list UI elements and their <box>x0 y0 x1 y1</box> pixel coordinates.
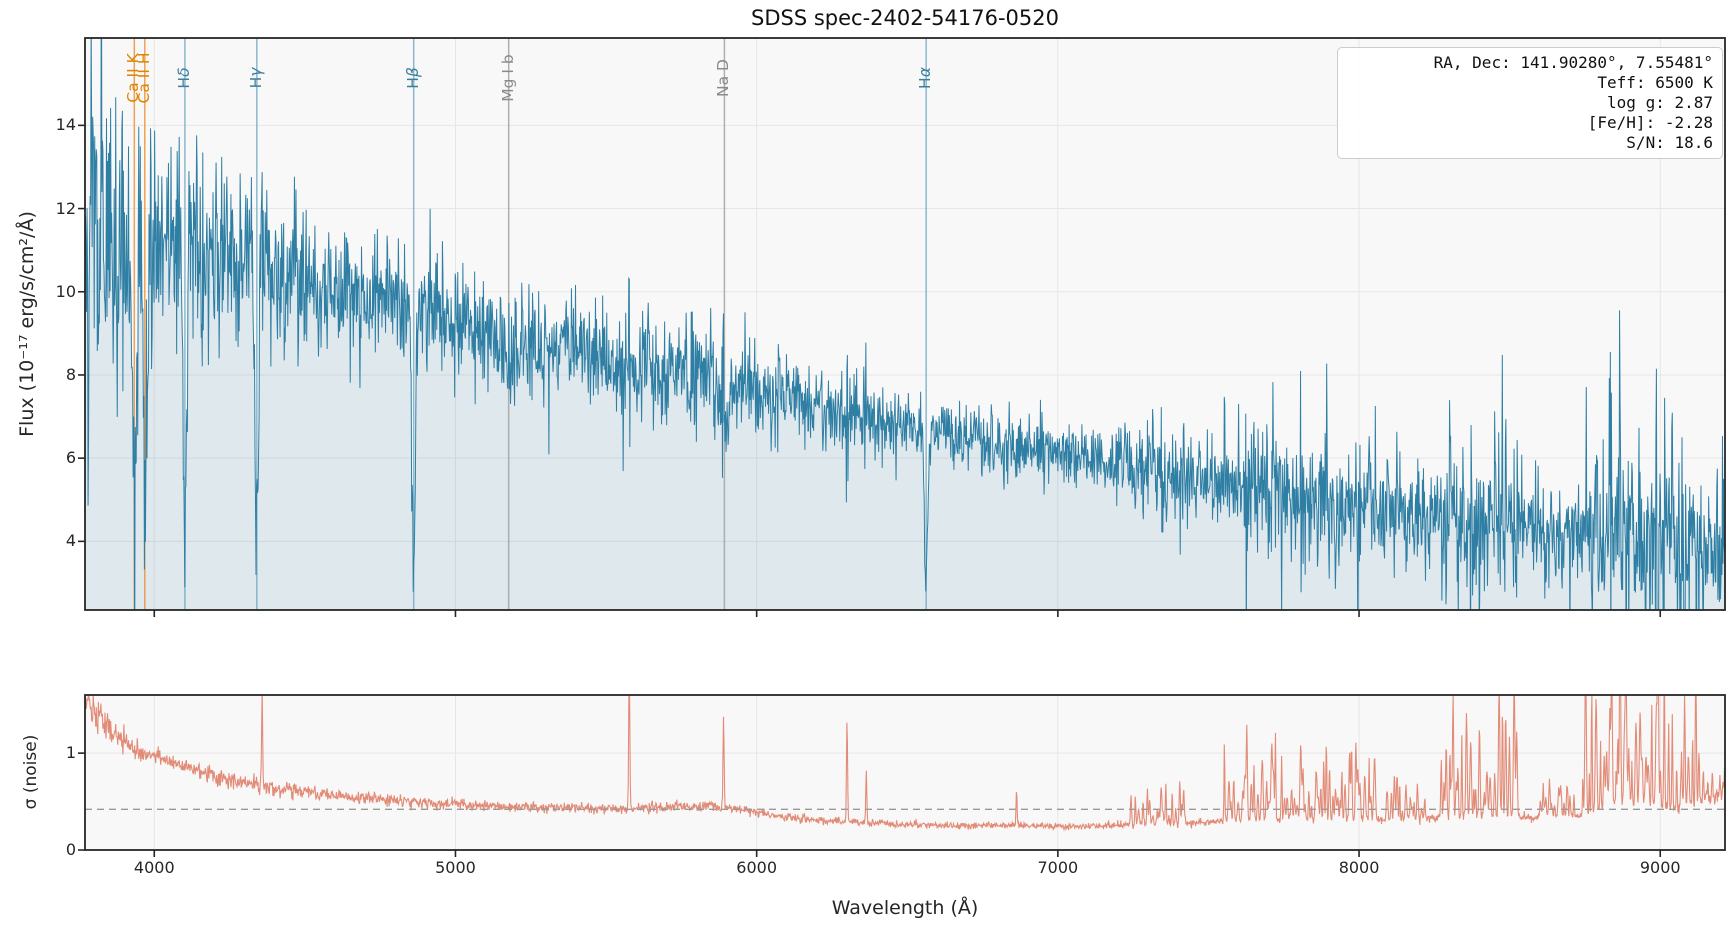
label-roman-part: H <box>174 76 193 89</box>
flux-y-tick-label: 14 <box>55 115 76 135</box>
spectral-line-label-hα: Hα <box>916 67 934 89</box>
info-logg: log g: 2.87 <box>1607 93 1713 112</box>
spectral-line-label-mg-i-b: Mg I b <box>498 54 517 102</box>
label-roman-part: H <box>403 77 422 89</box>
x-tick-label: 4000 <box>133 858 175 877</box>
label-roman-part: H <box>916 77 935 89</box>
label-greek-part: γ <box>246 67 265 77</box>
x-tick-label: 5000 <box>435 858 476 877</box>
info-feh: [Fe/H]: -2.28 <box>1587 113 1713 132</box>
flux-y-axis-label: Flux (10⁻¹⁷ erg/s/cm²/Å) <box>16 211 38 437</box>
noise-panel-spines <box>84 694 1726 851</box>
flux-fill-area <box>85 38 1725 610</box>
flux-y-tick-label: 6 <box>65 448 76 468</box>
spectral-line-label-na-d: Na D <box>714 59 733 97</box>
label-greek-part: β <box>403 67 422 78</box>
noise-y-tick-label: 1 <box>65 743 76 763</box>
flux-curve <box>85 38 1725 610</box>
x-tick-label: 6000 <box>736 858 778 877</box>
label-greek-part: α <box>916 67 935 78</box>
spectral-line-label-hδ: Hδ <box>175 67 193 88</box>
flux-y-tick-label: 10 <box>55 281 76 301</box>
x-tick-label: 9000 <box>1639 858 1681 877</box>
noise-y-tick-label: 0 <box>65 840 76 859</box>
grid-layer <box>85 38 1725 850</box>
info-teff: Teff: 6500 K <box>1597 73 1713 92</box>
plot-title: SDSS spec-2402-54176-0520 <box>751 6 1059 30</box>
flux-panel-spines <box>84 37 1726 611</box>
x-tick-label: 7000 <box>1037 858 1079 877</box>
spectral-line-label-hγ: Hγ <box>247 68 265 89</box>
spectral-line-label-hβ: Hβ <box>404 67 422 89</box>
label-greek-part: δ <box>174 67 193 77</box>
tick-marks <box>78 124 1662 857</box>
flux-y-tick-label: 8 <box>65 364 76 384</box>
info-sn: S/N: 18.6 <box>1626 133 1713 152</box>
flux-y-tick-label: 12 <box>55 198 76 218</box>
x-axis-label: Wavelength (Å) <box>831 897 979 919</box>
noise-curve <box>85 695 1725 832</box>
label-roman-part: H <box>246 76 265 89</box>
x-tick-label: 8000 <box>1338 858 1380 877</box>
stellar-parameters-box: RA, Dec: 141.90280°, 7.55481° Teff: 6500… <box>1337 47 1723 159</box>
flux-y-tick-label: 4 <box>65 531 76 551</box>
info-radec: RA, Dec: 141.90280°, 7.55481° <box>1433 53 1713 72</box>
spectral-line-label-ca-ii-h: Ca II H <box>134 52 153 104</box>
